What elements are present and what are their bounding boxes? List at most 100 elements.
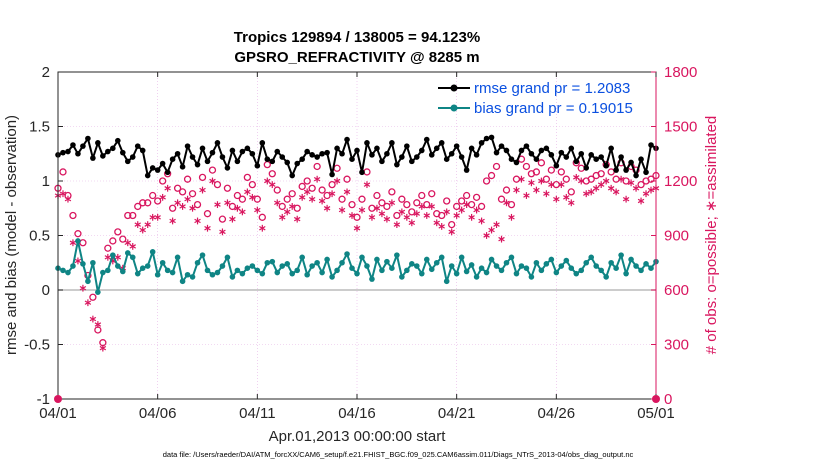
obs-assimilated-point: [518, 175, 525, 183]
series-bias-point: [543, 261, 550, 267]
series-bias-point: [623, 270, 629, 277]
asterisk-stroke-2: [428, 204, 435, 209]
asterisk-stroke-2: [597, 182, 605, 187]
asterisk-stroke-2: [194, 218, 201, 224]
series-rmse-point: [518, 147, 525, 154]
obs-assimilated-point: [219, 228, 226, 236]
series-rmse-point: [528, 150, 535, 157]
obs-assimilated-point: [498, 235, 505, 243]
obs-assimilated-point: [553, 195, 560, 203]
obs-assimilated-point: [229, 215, 236, 223]
series-rmse-point: [314, 154, 320, 160]
asterisk-stroke-2: [558, 182, 565, 187]
series-rmse-point: [110, 145, 116, 152]
series-rmse-point: [369, 152, 375, 158]
obs-possible-point: [144, 199, 152, 207]
series-rmse-point: [418, 147, 425, 154]
asterisk-stroke-2: [448, 229, 455, 235]
asterisk-stroke-2: [94, 322, 102, 327]
series-bias-point: [324, 256, 330, 263]
asterisk-stroke-2: [607, 186, 615, 191]
asterisk-stroke-2: [408, 220, 416, 226]
obs-possible-point: [398, 195, 406, 203]
obs-possible-point: [114, 228, 122, 236]
series-bias-point: [633, 263, 639, 269]
series-bias-point: [309, 263, 315, 269]
obs-possible-point: [487, 171, 496, 180]
asterisk-stroke-2: [642, 191, 650, 196]
obs-assimilated-point: [612, 188, 620, 196]
obs-possible-point: [69, 211, 77, 220]
obs-possible-point: [213, 180, 222, 189]
series-bias-point: [513, 270, 520, 277]
series-bias-point: [578, 267, 585, 274]
series-rmse-point: [164, 169, 171, 176]
series-bias-point: [115, 263, 121, 269]
asterisk-stroke-2: [104, 255, 112, 260]
asterisk-stroke-2: [617, 176, 625, 182]
obs-assimilated-point: [114, 253, 122, 261]
series-rmse-point: [538, 147, 545, 154]
obs-assimilated-point: [169, 217, 176, 225]
obs-assimilated-point: [353, 224, 361, 232]
series-rmse-point: [184, 143, 191, 149]
legend: rmse grand pr = 1.2083 bias grand pr = 0…: [438, 80, 633, 117]
series-rmse-point: [633, 172, 639, 179]
series-rmse-point: [124, 158, 131, 165]
obs-assimilated-point: [543, 190, 550, 198]
series-rmse-point: [483, 135, 490, 142]
obs-possible-point: [328, 180, 336, 189]
obs-assimilated-point: [453, 212, 460, 219]
obs-possible-point: [587, 175, 595, 183]
series-rmse-point: [259, 140, 266, 146]
obs-possible-point: [273, 186, 281, 194]
series-bias-point: [254, 267, 261, 274]
x-tick-label-4: 04/21: [438, 405, 476, 422]
series-bias-point: [384, 258, 390, 265]
obs-assimilated-point: [224, 199, 231, 207]
series-bias-point: [538, 267, 545, 274]
series-bias-point: [498, 267, 505, 274]
obs-assimilated-point: [244, 188, 251, 196]
obs-assimilated-point: [383, 215, 391, 223]
x-tick-label-2: 04/11: [239, 405, 275, 422]
series-bias-point: [359, 254, 365, 261]
asterisk-stroke-2: [159, 195, 166, 200]
asterisk-stroke-2: [59, 191, 67, 196]
series-rmse-point: [85, 135, 91, 142]
series-rmse-point: [553, 162, 560, 169]
series-rmse-point: [329, 171, 335, 178]
obs-assimilated-point: [607, 184, 615, 192]
obs-assimilated-point: [283, 208, 291, 216]
series-bias-point: [314, 259, 320, 266]
y-right-tick-label-0: 0: [664, 391, 672, 408]
series-bias-point: [473, 274, 480, 280]
obs-assimilated-point: [64, 195, 72, 203]
asterisk-stroke-2: [632, 186, 640, 191]
series-bias-point: [399, 274, 405, 280]
asterisk-stroke-2: [184, 196, 191, 202]
series-rmse-point: [209, 149, 216, 156]
y-left-tick-label-6: 2: [42, 64, 50, 81]
series-rmse-point: [274, 148, 281, 155]
obs-possible-point: [373, 191, 381, 200]
obs-assimilated-point: [463, 201, 470, 209]
obs-possible-point: [218, 215, 227, 223]
series-rmse-point: [349, 156, 355, 162]
series-rmse-point: [289, 172, 296, 179]
series-rmse-point: [189, 154, 196, 160]
asterisk-stroke-2: [313, 176, 321, 182]
obs-assimilated-point: [403, 213, 411, 221]
obs-possible-point: [368, 204, 376, 212]
asterisk-stroke-2: [563, 195, 570, 200]
series-rmse-point: [60, 149, 66, 156]
series-bias-point: [533, 259, 540, 266]
asterisk-stroke-2: [528, 180, 535, 186]
obs-assimilated-point: [373, 204, 381, 212]
endpoint-marker-1: [652, 395, 660, 403]
asterisk-stroke-2: [64, 196, 72, 202]
series-rmse-point: [359, 169, 365, 176]
obs-possible-point: [358, 195, 366, 203]
series-rmse-point: [249, 150, 256, 157]
series-rmse-point: [548, 152, 555, 158]
